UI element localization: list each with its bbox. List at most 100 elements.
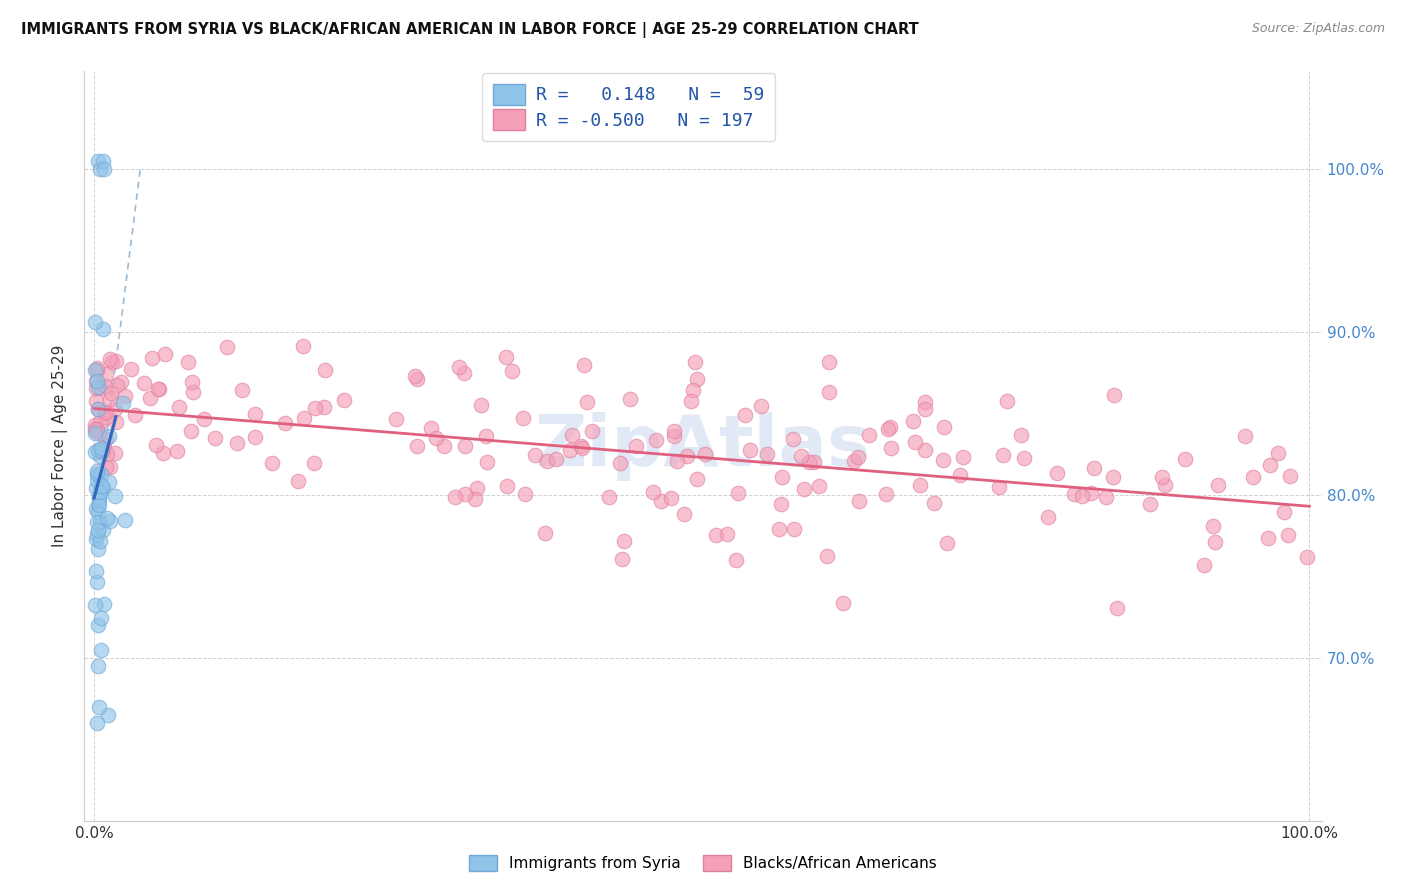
Point — [90, 481, 112, 495]
Point — [86, 526, 108, 541]
Point — [87, 425, 110, 440]
Point — [84, 564, 107, 578]
Point — [1095, 490, 1118, 504]
Point — [1102, 388, 1125, 402]
Point — [104, 489, 127, 503]
Point — [512, 411, 534, 425]
Point — [94, 460, 117, 475]
Point — [91, 479, 114, 493]
Point — [104, 354, 127, 368]
Point — [94, 409, 117, 424]
Point — [87, 442, 110, 457]
Point — [292, 410, 315, 425]
Point — [291, 339, 314, 353]
Point — [734, 408, 756, 422]
Point — [89, 485, 111, 500]
Point — [384, 412, 406, 426]
Point — [1192, 558, 1215, 573]
Point — [86, 473, 108, 487]
Point — [842, 453, 865, 467]
Point — [1046, 466, 1069, 480]
Point — [96, 511, 118, 525]
Point — [1063, 487, 1085, 501]
Point — [914, 395, 936, 409]
Point — [738, 442, 761, 457]
Point — [260, 456, 283, 470]
Point — [86, 715, 108, 730]
Point — [166, 444, 188, 458]
Point — [1152, 470, 1174, 484]
Point — [87, 618, 110, 632]
Point — [1014, 450, 1036, 465]
Point — [124, 409, 146, 423]
Point — [664, 429, 686, 443]
Point — [609, 456, 631, 470]
Point — [817, 385, 839, 400]
Point — [87, 402, 110, 417]
Point — [105, 378, 128, 392]
Point — [879, 419, 901, 434]
Point — [148, 382, 170, 396]
Point — [815, 549, 838, 563]
Point — [453, 366, 475, 380]
Point — [245, 430, 267, 444]
Point — [87, 153, 110, 168]
Point — [880, 441, 903, 455]
Point — [575, 395, 598, 409]
Point — [89, 699, 111, 714]
Point — [87, 498, 110, 512]
Point — [501, 364, 523, 378]
Point — [104, 446, 127, 460]
Point — [515, 487, 537, 501]
Point — [1101, 470, 1123, 484]
Point — [114, 513, 136, 527]
Point — [90, 611, 112, 625]
Point — [988, 480, 1011, 494]
Point — [114, 389, 136, 403]
Point — [877, 421, 900, 435]
Point — [245, 407, 267, 421]
Point — [932, 420, 955, 434]
Point — [87, 402, 110, 417]
Point — [141, 351, 163, 366]
Point — [100, 386, 122, 401]
Point — [93, 523, 115, 537]
Point — [89, 515, 111, 529]
Point — [477, 455, 499, 469]
Point — [94, 432, 117, 446]
Point — [1274, 505, 1296, 519]
Point — [93, 481, 115, 495]
Point — [231, 383, 253, 397]
Point — [98, 429, 121, 443]
Point — [1258, 458, 1281, 473]
Point — [782, 432, 804, 446]
Point — [84, 362, 107, 376]
Point — [98, 352, 121, 367]
Point — [682, 384, 704, 398]
Point — [1080, 486, 1102, 500]
Point — [749, 399, 772, 413]
Point — [98, 392, 121, 406]
Point — [101, 355, 124, 369]
Point — [274, 417, 297, 431]
Point — [152, 446, 174, 460]
Point — [302, 456, 325, 470]
Point — [204, 431, 226, 445]
Point — [89, 533, 111, 548]
Point — [470, 398, 492, 412]
Point — [904, 435, 927, 450]
Point — [86, 498, 108, 512]
Text: Source: ZipAtlas.com: Source: ZipAtlas.com — [1251, 22, 1385, 36]
Point — [93, 379, 115, 393]
Point — [84, 481, 107, 495]
Point — [100, 514, 122, 528]
Point — [495, 350, 517, 364]
Point — [87, 490, 110, 504]
Point — [685, 371, 707, 385]
Point — [84, 422, 107, 436]
Point — [797, 454, 820, 468]
Point — [93, 322, 115, 336]
Point — [558, 443, 581, 458]
Point — [803, 455, 825, 469]
Point — [120, 362, 142, 376]
